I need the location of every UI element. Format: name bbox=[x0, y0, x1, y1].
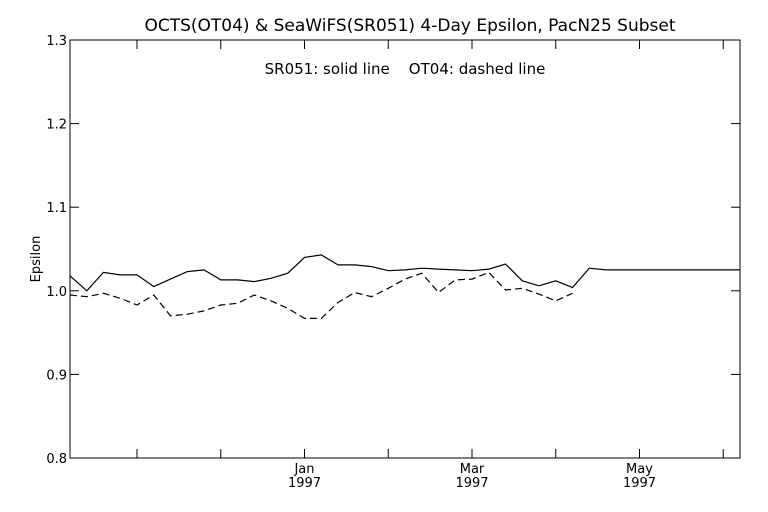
y-tick-label: 1.1 bbox=[46, 201, 67, 216]
y-axis-label: Epsilon bbox=[29, 236, 44, 283]
x-tick-label-year: 1997 bbox=[288, 476, 321, 491]
series-ot04-line bbox=[69, 271, 573, 319]
x-tick-label-year: 1997 bbox=[455, 476, 488, 491]
series-sr051-line bbox=[69, 254, 740, 292]
y-axis: 0.8 0.9 1.0 1.1 1.2 1.3 bbox=[46, 34, 740, 467]
x-tick-label-month: May bbox=[626, 462, 653, 477]
y-tick-label: 1.2 bbox=[46, 118, 67, 133]
y-tick-label: 0.9 bbox=[46, 368, 67, 383]
y-tick-label: 0.8 bbox=[46, 452, 67, 467]
legend-annotation: SR051: solid line OT04: dashed line bbox=[265, 60, 546, 78]
series-layer bbox=[69, 254, 740, 319]
y-tick-label: 1.3 bbox=[46, 34, 67, 49]
x-tick-label-year: 1997 bbox=[623, 476, 656, 491]
x-tick-label-month: Jan bbox=[293, 462, 314, 477]
x-tick-label-month: Mar bbox=[460, 462, 485, 477]
plot-frame bbox=[69, 39, 741, 459]
y-tick-label: 1.0 bbox=[46, 285, 67, 300]
chart-title: OCTS(OT04) & SeaWiFS(SR051) 4-Day Epsilo… bbox=[144, 16, 675, 36]
